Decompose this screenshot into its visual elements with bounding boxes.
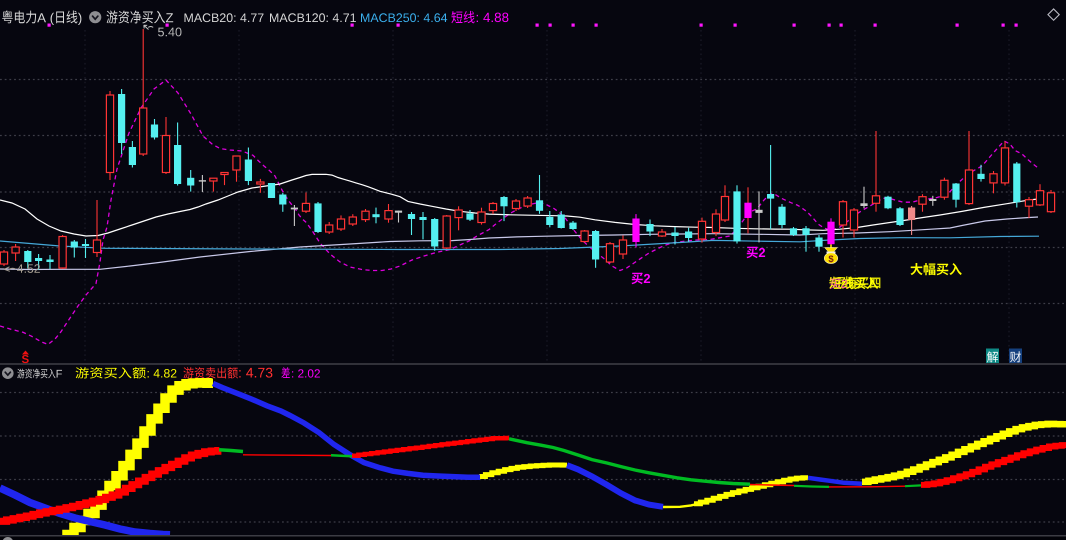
svg-text:$: $ — [828, 254, 834, 265]
